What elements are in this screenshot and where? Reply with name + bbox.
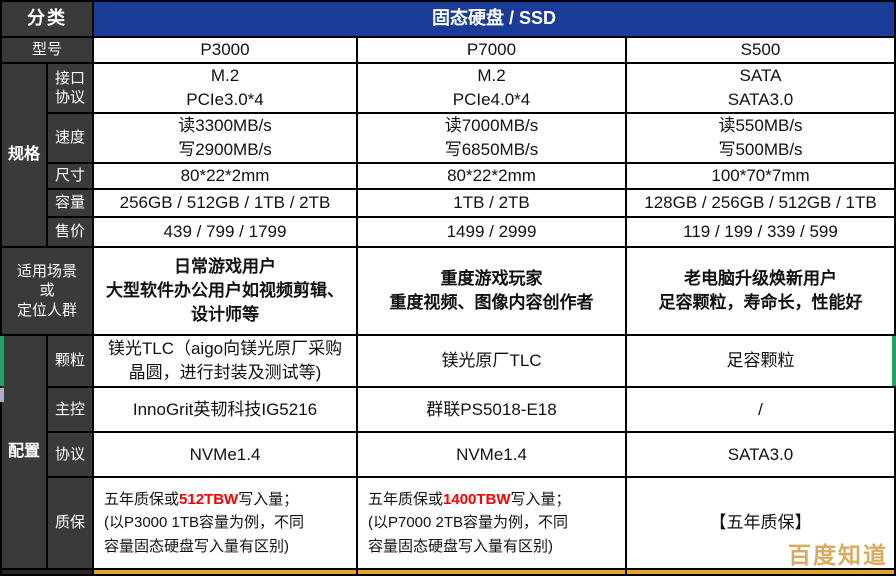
warranty-note-p3000: (以P3000 1TB容量为例，不同 容量固态硬盘写入量有区别)	[104, 514, 305, 555]
size-cell-p3000: 80*22*2mm	[94, 164, 356, 188]
protocol-row-label: 协议	[48, 433, 92, 476]
specs-group-label: 规格	[2, 64, 46, 246]
capacity-row-label: 容量	[48, 190, 92, 216]
interface-cell-p3000: M.2 PCIe3.0*4	[94, 64, 356, 112]
size-row-label: 尺寸	[48, 164, 92, 188]
tbw-highlight: 512TBW	[179, 491, 239, 509]
capacity-cell-p7000: 1TB / 2TB	[358, 190, 625, 216]
warranty-line-p7000: 五年质保或1400TBW写入量；	[368, 491, 571, 509]
nand-cell-s500: 足容颗粒	[627, 336, 894, 386]
warranty-note-p7000: (以P7000 2TB容量为例，不同 容量固态硬盘写入量有区别)	[368, 514, 569, 555]
protocol-cell-p3000: NVMe1.4	[94, 433, 356, 476]
interface-row-label: 接口 协议	[48, 64, 92, 112]
bottom-left-filler	[2, 570, 92, 574]
controller-cell-p7000: 群联PS5018-E18	[358, 388, 625, 431]
interface-cell-s500: SATA SATA3.0	[627, 64, 894, 112]
nand-cell-p7000: 镁光原厂TLC	[358, 336, 625, 386]
bottom-strip-segment	[358, 570, 625, 574]
size-cell-p7000: 80*22*2mm	[358, 164, 625, 188]
price-cell-p3000: 439 / 799 / 1799	[94, 218, 356, 246]
warranty-cell-s500: 【五年质保】	[627, 478, 894, 568]
speed-cell-p7000: 读7000MB/s 写6850MB/s	[358, 114, 625, 162]
speed-row-label: 速度	[48, 114, 92, 162]
controller-cell-p3000: InnoGrit英韧科技IG5216	[94, 388, 356, 431]
bottom-strip-segment	[627, 570, 894, 574]
model-row-label: 型号	[2, 38, 92, 62]
model-cell-s500: S500	[627, 38, 894, 62]
price-cell-p7000: 1499 / 2999	[358, 218, 625, 246]
usage-cell-p7000: 重度游戏玩家 重度视频、图像内容创作者	[358, 248, 625, 334]
baidu-zhidao-watermark: 百度知道	[788, 542, 888, 568]
warranty-cell-p3000: 五年质保或512TBW写入量； (以P3000 1TB容量为例，不同 容量固态硬…	[94, 478, 356, 568]
capacity-cell-p3000: 256GB / 512GB / 1TB / 2TB	[94, 190, 356, 216]
nand-row-label: 颗粒	[48, 336, 92, 386]
protocol-cell-s500: SATA3.0	[627, 433, 894, 476]
price-row-label: 售价	[48, 218, 92, 246]
right-green-accent	[892, 336, 896, 386]
interface-cell-p7000: M.2 PCIe4.0*4	[358, 64, 625, 112]
controller-cell-s500: /	[627, 388, 894, 431]
usage-cell-p3000: 日常游戏用户 大型软件办公用户如视频剪辑、 设计师等	[94, 248, 356, 334]
size-cell-s500: 100*70*7mm	[627, 164, 894, 188]
capacity-cell-s500: 128GB / 256GB / 512GB / 1TB	[627, 190, 894, 216]
model-cell-p7000: P7000	[358, 38, 625, 62]
left-lavender-accent	[0, 388, 4, 402]
category-header-cell: 分类	[2, 2, 92, 36]
speed-cell-p3000: 读3300MB/s 写2900MB/s	[94, 114, 356, 162]
bottom-strip-segment	[94, 570, 356, 574]
protocol-cell-p7000: NVMe1.4	[358, 433, 625, 476]
price-cell-s500: 119 / 199 / 339 / 599	[627, 218, 894, 246]
controller-row-label: 主控	[48, 388, 92, 431]
config-group-label: 配置	[2, 336, 46, 568]
tbw-highlight: 1400TBW	[443, 491, 511, 509]
model-cell-p3000: P3000	[94, 38, 356, 62]
left-green-accent	[0, 336, 4, 386]
warranty-row-label: 质保	[48, 478, 92, 568]
usage-cell-s500: 老电脑升级焕新用户 足容颗粒，寿命长，性能好	[627, 248, 894, 334]
table-title-cell: 固态硬盘 / SSD	[94, 2, 894, 36]
warranty-line-p3000: 五年质保或512TBW写入量；	[104, 491, 299, 509]
warranty-cell-p7000: 五年质保或1400TBW写入量； (以P7000 2TB容量为例，不同 容量固态…	[358, 478, 625, 568]
nand-cell-p3000: 镁光TLC（aigo向镁光原厂采购 晶圆，进行封装及测试等)	[94, 336, 356, 386]
speed-cell-s500: 读550MB/s 写500MB/s	[627, 114, 894, 162]
usage-row-label: 适用场景 或 定位人群	[2, 248, 92, 334]
